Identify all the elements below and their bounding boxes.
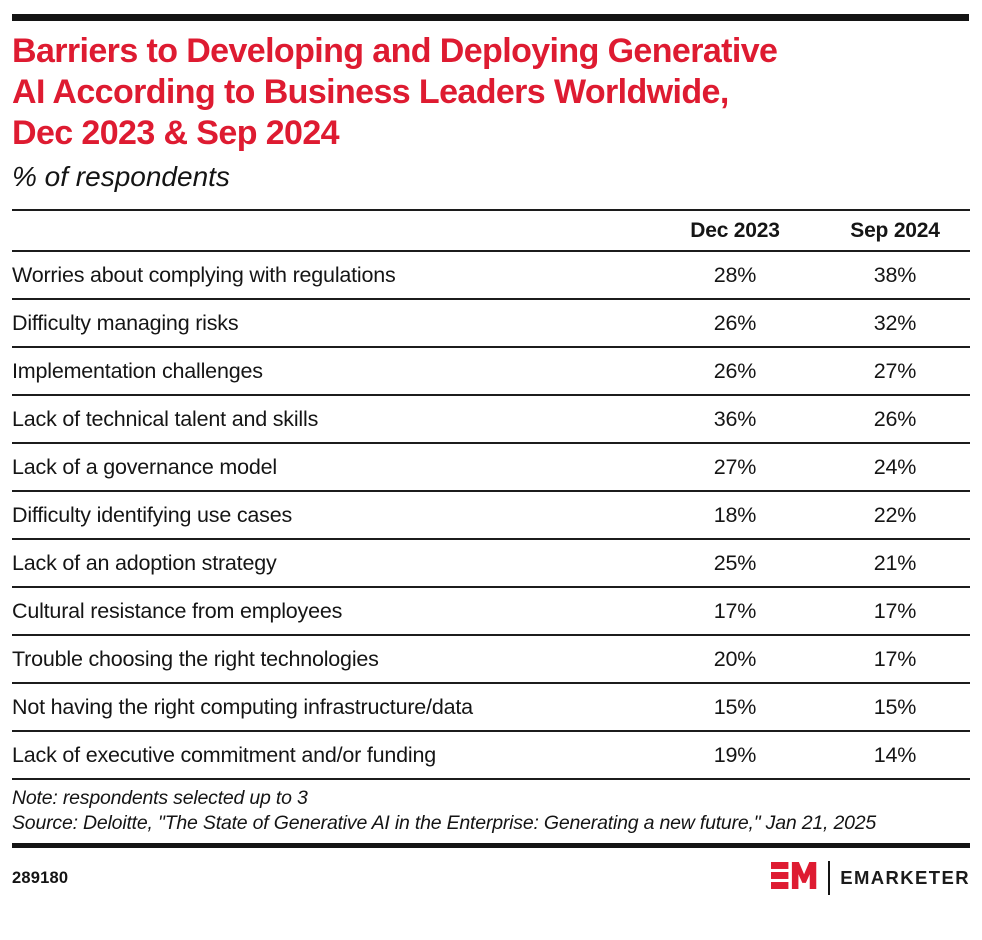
emarketer-monogram-icon <box>771 861 818 895</box>
sep-2024-value: 24% <box>873 454 917 479</box>
chart-title: Barriers to Developing and Deploying Gen… <box>12 31 970 154</box>
table-row: Worries about complying with regulations… <box>12 252 970 300</box>
sep-2024-value: 26% <box>873 406 917 431</box>
note-text: Note: respondents selected up to 3 <box>12 787 308 809</box>
column-header-sep-2024: Sep 2024 <box>850 218 940 242</box>
barrier-label: Lack of a governance model <box>12 454 277 479</box>
emarketer-logo: EMARKETER <box>771 861 970 895</box>
chart-id: 289180 <box>12 868 69 887</box>
barrier-label: Implementation challenges <box>12 358 263 383</box>
chart-title-line-1: Barriers to Developing and Deploying Gen… <box>12 32 778 70</box>
dec-2023-value: 25% <box>713 550 757 575</box>
column-header-dec-2023: Dec 2023 <box>690 218 780 242</box>
dec-2023-value: 17% <box>713 598 757 623</box>
barrier-label: Trouble choosing the right technologies <box>12 646 379 671</box>
barrier-label: Difficulty managing risks <box>12 310 239 335</box>
dec-2023-value: 19% <box>713 742 757 767</box>
table-row: Cultural resistance from employees 17% 1… <box>12 588 970 636</box>
dec-2023-value: 26% <box>713 358 757 383</box>
dec-2023-value: 27% <box>713 454 757 479</box>
emarketer-wordmark: EMARKETER <box>840 867 970 888</box>
barrier-label: Lack of executive commitment and/or fund… <box>12 742 437 767</box>
table-row: Implementation challenges 26% 27% <box>12 348 970 396</box>
barrier-label: Difficulty identifying use cases <box>12 502 293 527</box>
logo-divider <box>828 861 831 895</box>
sep-2024-value: 15% <box>873 694 917 719</box>
chart-title-line-2: AI According to Business Leaders Worldwi… <box>12 73 729 111</box>
dec-2023-value: 20% <box>713 646 757 671</box>
dec-2023-value: 15% <box>713 694 757 719</box>
table-row: Difficulty managing risks 26% 32% <box>12 300 970 348</box>
barrier-label: Lack of technical talent and skills <box>12 406 319 431</box>
table-row: Lack of executive commitment and/or fund… <box>12 732 970 780</box>
sep-2024-value: 27% <box>873 358 917 383</box>
barrier-label: Cultural resistance from employees <box>12 598 343 623</box>
sep-2024-value: 22% <box>873 502 917 527</box>
barrier-label: Not having the right computing infrastru… <box>12 694 473 719</box>
table-row: Trouble choosing the right technologies … <box>12 636 970 684</box>
table-row: Lack of technical talent and skills 36% … <box>12 396 970 444</box>
table-row: Not having the right computing infrastru… <box>12 684 970 732</box>
sep-2024-value: 38% <box>873 262 917 287</box>
sep-2024-value: 17% <box>873 646 917 671</box>
sep-2024-value: 17% <box>873 598 917 623</box>
chart-title-line-3: Dec 2023 & Sep 2024 <box>12 114 340 152</box>
barrier-label: Worries about complying with regulations <box>12 262 396 287</box>
top-rule-bar <box>12 14 969 21</box>
dec-2023-value: 36% <box>713 406 757 431</box>
sep-2024-value: 21% <box>873 550 917 575</box>
dec-2023-value: 18% <box>713 502 757 527</box>
barrier-label: Lack of an adoption strategy <box>12 550 277 575</box>
table-header-row: Dec 2023 Sep 2024 <box>12 211 970 252</box>
table-row: Lack of a governance model 27% 24% <box>12 444 970 492</box>
dec-2023-value: 26% <box>713 310 757 335</box>
source-text: Source: Deloitte, "The State of Generati… <box>12 812 877 834</box>
footnotes: Note: respondents selected up to 3 Sourc… <box>12 786 892 836</box>
footer: 289180 EMARKETER <box>12 861 970 895</box>
sep-2024-value: 14% <box>873 742 917 767</box>
dec-2023-value: 28% <box>713 262 757 287</box>
sep-2024-value: 32% <box>873 310 917 335</box>
table-row: Difficulty identifying use cases 18% 22% <box>12 492 970 540</box>
chart-subtitle: % of respondents <box>12 161 230 192</box>
bottom-rule-bar <box>12 843 970 848</box>
data-table: Dec 2023 Sep 2024 Worries about complyin… <box>12 209 970 780</box>
table-row: Lack of an adoption strategy 25% 21% <box>12 540 970 588</box>
chart-page: Barriers to Developing and Deploying Gen… <box>0 14 982 895</box>
